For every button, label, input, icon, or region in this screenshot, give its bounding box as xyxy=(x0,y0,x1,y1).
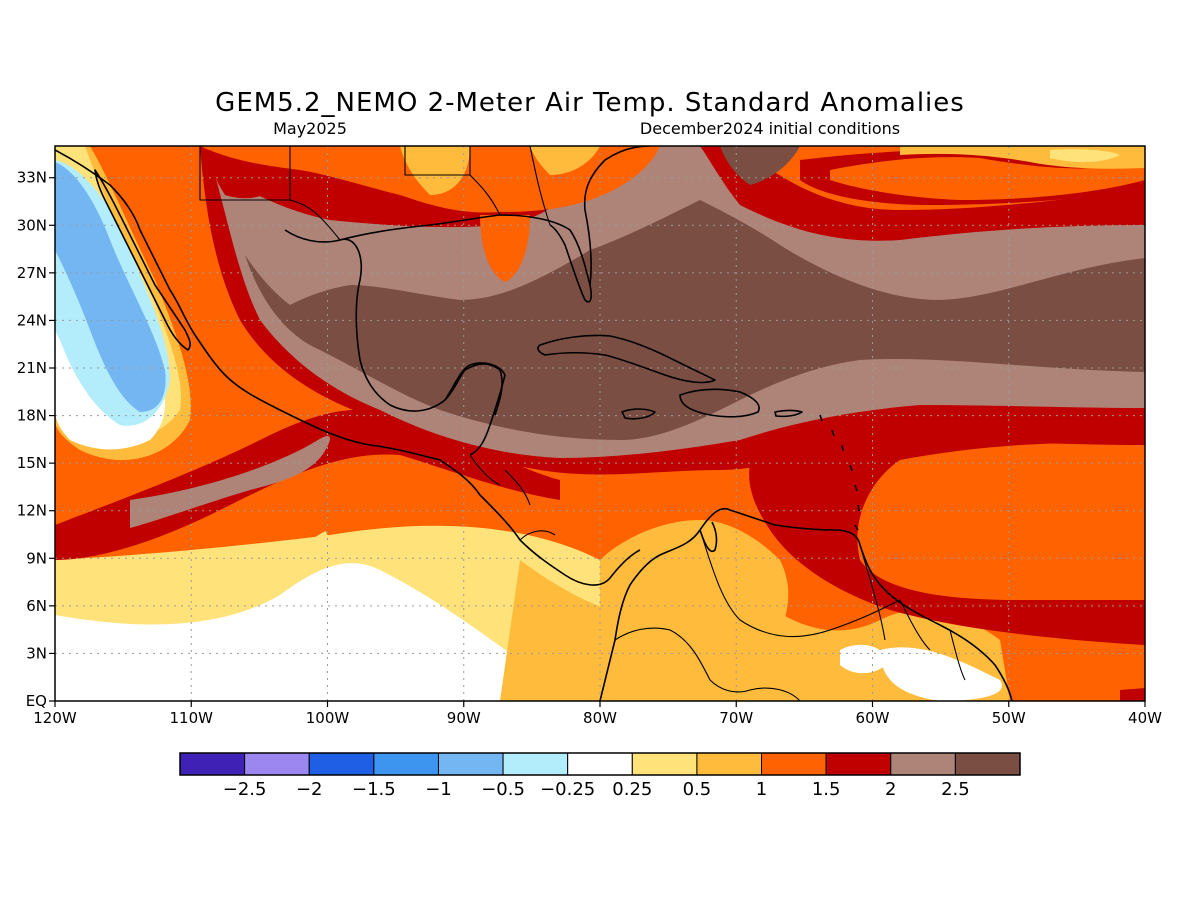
map-title: GEM5.2_NEMO 2-Meter Air Temp. Standard A… xyxy=(215,88,965,118)
longitude-axis: 120W 110W 100W 90W 80W 70W 60W 50W 40W xyxy=(33,701,1162,727)
coastlines xyxy=(55,146,1013,701)
anomaly-band-1.5-2-se-corner xyxy=(1120,688,1145,701)
colorbar-swatch xyxy=(954,752,1021,776)
anomaly-band-1.5-2-pac xyxy=(55,409,560,560)
colorbar-swatch xyxy=(437,752,504,776)
colorbar-label: −0.25 xyxy=(540,779,595,800)
lat-tick-label: 24N xyxy=(17,311,47,329)
colorbar-label: 1.5 xyxy=(812,779,841,800)
lon-tick-label: 40W xyxy=(1128,709,1162,727)
colorbar-label: −1 xyxy=(425,779,452,800)
lat-tick-label: 6N xyxy=(26,597,47,615)
anomaly-neutral-amazon-1 xyxy=(840,644,890,674)
anomaly-band-1-1.5-atl-north xyxy=(830,157,1145,200)
colorbar-label: −2.5 xyxy=(223,779,267,800)
colorbar-swatch xyxy=(502,752,569,776)
colorbar-frame xyxy=(179,752,1021,776)
anomaly-band-2.5-plus-north xyxy=(720,146,800,185)
map-subtitle-month: May2025 xyxy=(273,119,347,138)
lon-tick-label: 70W xyxy=(719,709,753,727)
anomaly-band-2.5-plus xyxy=(245,200,1145,440)
anomaly-band-0.5-1-us-east xyxy=(530,146,600,175)
lat-tick-label: EQ xyxy=(26,692,47,710)
colorbar-label: 2.5 xyxy=(941,779,970,800)
colorbar-swatch xyxy=(567,752,633,776)
colorbar-label: 2 xyxy=(885,779,896,800)
lon-tick-label: 120W xyxy=(33,709,77,727)
colorbar-swatch xyxy=(761,752,827,776)
lat-tick-label: 27N xyxy=(17,264,47,282)
colorbar-swatch xyxy=(179,752,246,776)
anomaly-band-0.5-1-us xyxy=(400,146,470,195)
anomaly-band-neutral-south xyxy=(55,563,520,701)
anomaly-band-1-1.5-gulf-tongue xyxy=(480,215,530,282)
lon-tick-label: 90W xyxy=(447,709,481,727)
graticule xyxy=(55,146,1145,701)
anomaly-band-0.25-0.5-atl-north xyxy=(1050,149,1120,163)
colorbar-legend: −2.5 −2 −1.5 −1 −0.5 −0.25 0.25 0.5 1 1.5 2 2.5 xyxy=(179,752,1021,800)
colorbar-label: 0.25 xyxy=(612,779,652,800)
lat-tick-label: 21N xyxy=(17,359,47,377)
lat-tick-label: 12N xyxy=(17,502,47,520)
anomaly-band-1.5-2-sw xyxy=(210,150,270,199)
lon-tick-label: 80W xyxy=(583,709,617,727)
lat-tick-label: 9N xyxy=(26,549,47,567)
anomaly-band-minus-0.5-1 xyxy=(55,162,166,412)
anomaly-band-0.25-0.5-edge xyxy=(55,531,335,615)
anomaly-band-1.5-2-atl-south xyxy=(749,410,1145,645)
anomaly-neutral-amazon-2 xyxy=(880,647,1002,701)
lat-tick-label: 30N xyxy=(17,216,47,234)
colorbar-label: −2 xyxy=(296,779,323,800)
colorbar-swatch xyxy=(373,752,439,776)
colorbar-swatch xyxy=(890,752,956,776)
anomaly-band-2-2.5-pac xyxy=(130,435,330,528)
country-borders xyxy=(199,146,966,701)
lon-tick-label: 110W xyxy=(170,709,214,727)
colorbar-label: 0.5 xyxy=(683,779,712,800)
colorbar-swatch xyxy=(631,752,698,776)
colorbar-swatch xyxy=(696,752,763,776)
colorbar-label: 1 xyxy=(756,779,767,800)
lon-tick-label: 50W xyxy=(992,709,1026,727)
colorbar-swatch xyxy=(308,752,375,776)
colorbar-swatch xyxy=(244,752,310,776)
lat-tick-label: 15N xyxy=(17,454,47,472)
map-panel xyxy=(55,146,1145,701)
latitude-axis: EQ 3N 6N 9N 12N 15N 18N 21N 24N 27N 30N 33N xyxy=(17,169,55,710)
lat-tick-label: 18N xyxy=(17,407,47,425)
lon-tick-label: 100W xyxy=(306,709,350,727)
map-subtitle-init: December2024 initial conditions xyxy=(640,119,900,138)
lat-tick-label: 33N xyxy=(17,169,47,187)
colorbar-label: −1.5 xyxy=(352,779,396,800)
colorbar-swatch xyxy=(825,752,892,776)
lat-tick-label: 3N xyxy=(26,644,47,662)
colorbar-label: −0.5 xyxy=(481,779,525,800)
lon-tick-label: 60W xyxy=(856,709,890,727)
